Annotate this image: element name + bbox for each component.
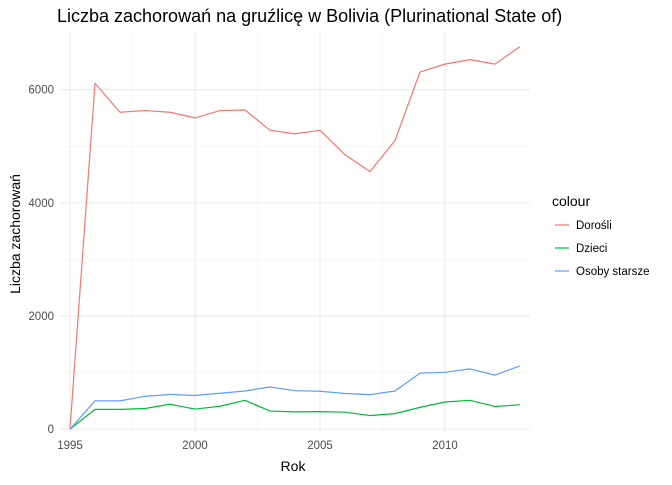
y-axis-label: Liczba zachorowań (7, 174, 23, 294)
legend-title: colour (552, 193, 590, 209)
legend-label: Osoby starsze (576, 266, 650, 278)
series-line-dorośli (69, 46, 521, 430)
x-tick-label: 2010 (432, 440, 458, 452)
series-line-osoby-starsze (69, 365, 521, 430)
grid-lines (60, 33, 530, 432)
x-tick-label: 2005 (307, 440, 333, 452)
y-tick-label: 0 (48, 424, 54, 436)
chart-title: Liczba zachorowań na gruźlicę w Bolivia … (57, 6, 562, 26)
x-axis-label: Rok (281, 458, 307, 474)
series-lines (69, 46, 521, 430)
legend-label: Dorośli (576, 220, 612, 232)
y-tick-label: 2000 (28, 311, 54, 323)
x-tick-label: 1995 (57, 440, 83, 452)
series-line-dzieci (69, 399, 521, 430)
y-tick-label: 4000 (28, 198, 54, 210)
axis-tick-labels: 1995 2000 2005 2010 0 2000 4000 6000 (28, 85, 457, 452)
legend: colour Dorośli Dzieci Osoby starsze (552, 193, 650, 278)
y-tick-label: 6000 (28, 85, 54, 97)
x-tick-label: 2000 (182, 440, 208, 452)
legend-label: Dzieci (576, 243, 607, 255)
